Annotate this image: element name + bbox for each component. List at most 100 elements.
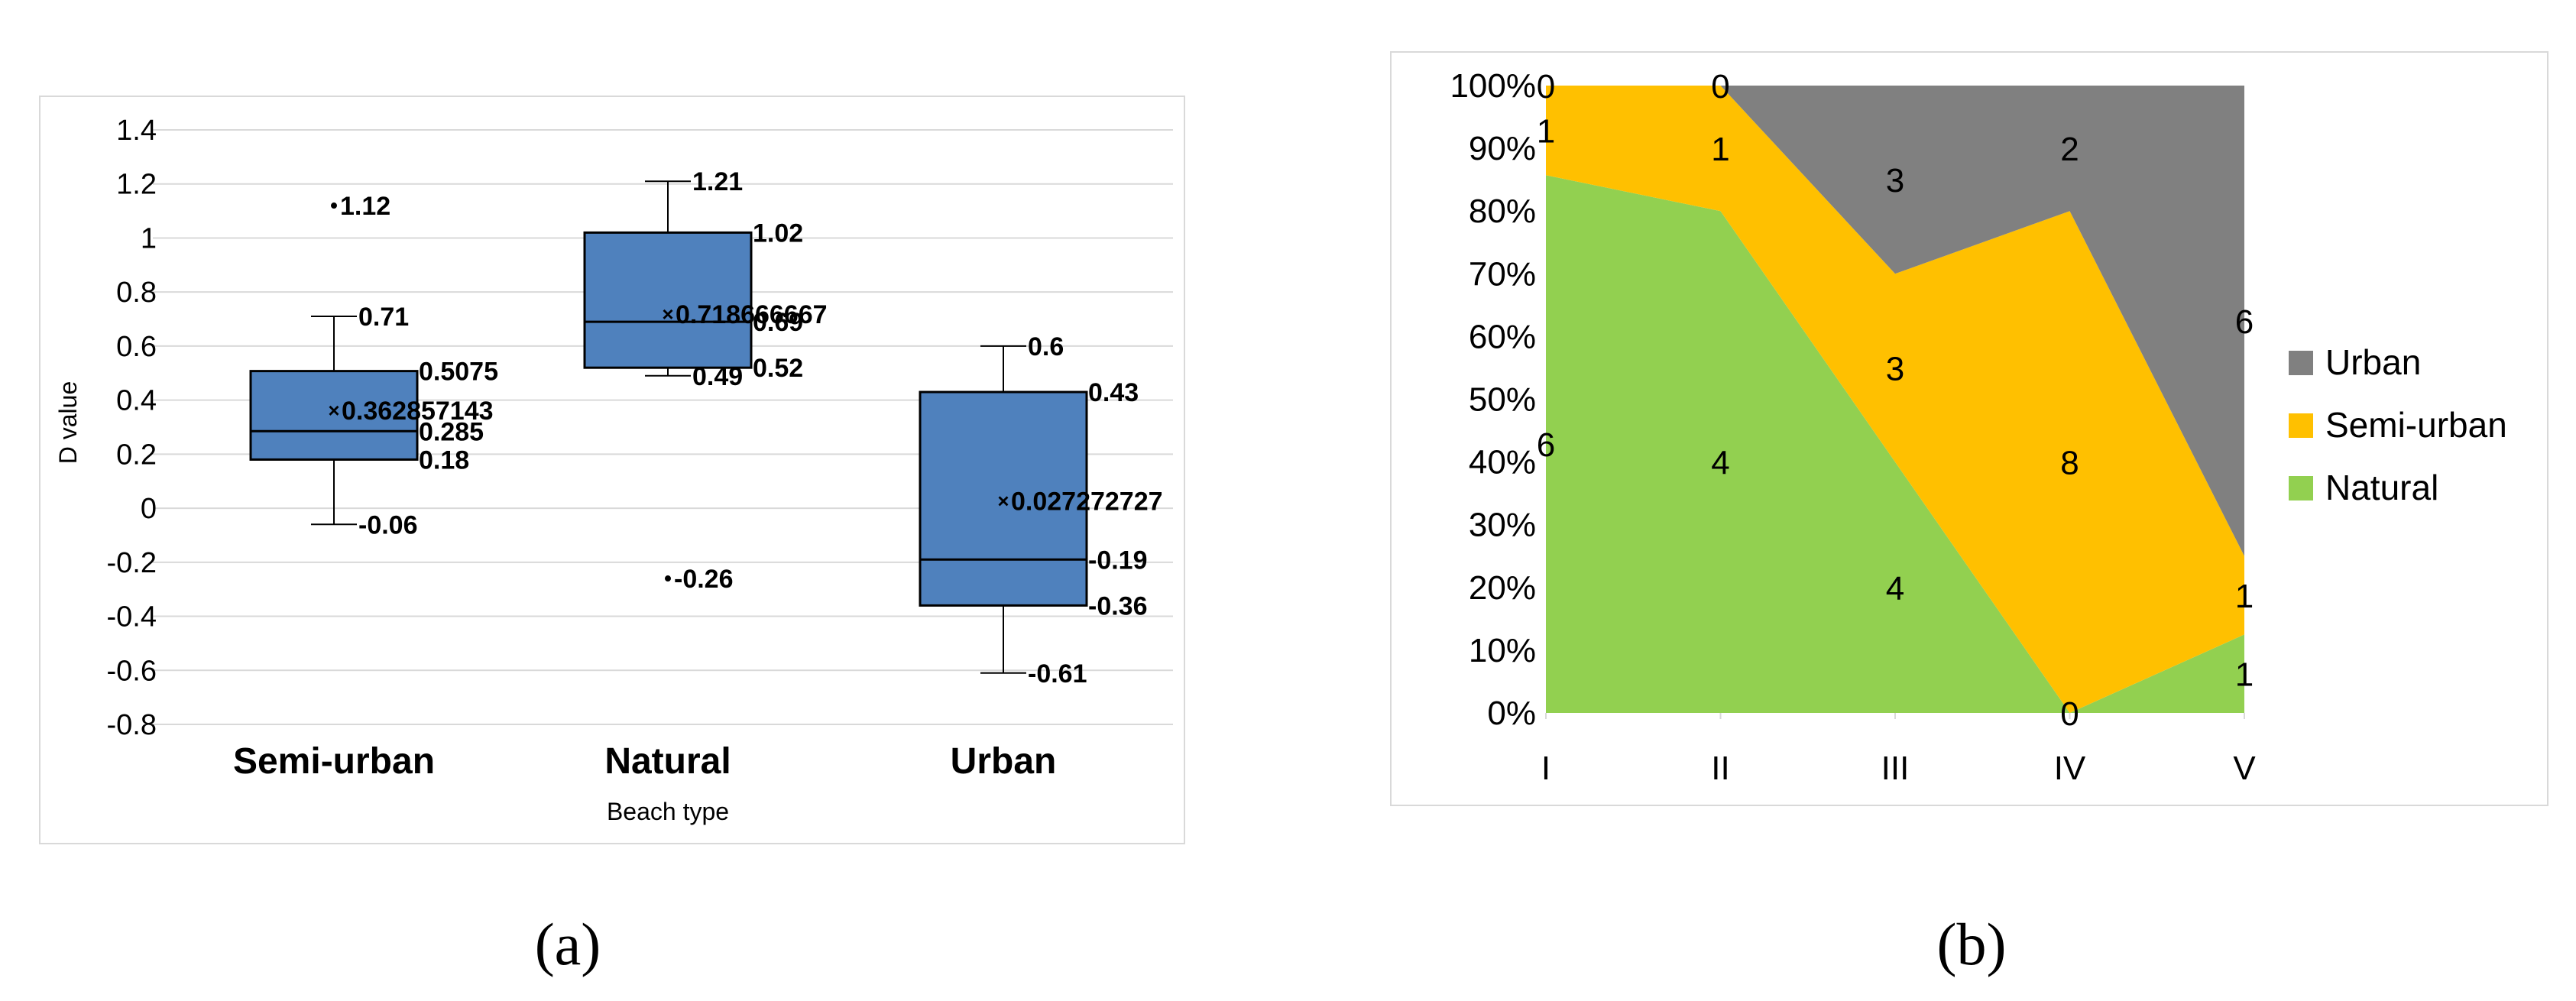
y-tick-label: 1.4 bbox=[116, 115, 157, 147]
y-tick-label: 0.8 bbox=[116, 277, 157, 309]
iqr-box bbox=[583, 231, 753, 369]
x-tick-label: Natural bbox=[604, 741, 731, 782]
y-tick-label: 80% bbox=[1469, 193, 1536, 230]
y-tick-label: 0% bbox=[1487, 695, 1536, 732]
y-tick-label: 0.4 bbox=[116, 385, 157, 417]
legend-item-urban: Urban bbox=[2289, 342, 2421, 382]
x-tick-label: Urban bbox=[951, 741, 1057, 782]
legend-item-natural: Natural bbox=[2289, 468, 2438, 507]
data-label-natural: 4 bbox=[1711, 445, 1729, 482]
y-tick-label: 10% bbox=[1469, 632, 1536, 669]
y-tick-label: -0.2 bbox=[107, 547, 157, 579]
data-label-natural: 1 bbox=[2235, 656, 2254, 694]
median-label: 0.285 bbox=[419, 417, 484, 446]
mean-label: 0.027272727 bbox=[1011, 487, 1163, 516]
panel-a-label: (a) bbox=[535, 911, 601, 977]
mean-label: 0.718666667 bbox=[676, 300, 828, 329]
q3-label: 0.5075 bbox=[419, 358, 498, 387]
outlier-label: 1.12 bbox=[340, 192, 390, 221]
y-tick-label: 30% bbox=[1469, 507, 1536, 544]
y-tick-label: 1 bbox=[141, 222, 157, 254]
q3-label: 1.02 bbox=[753, 219, 803, 248]
mean-marker: × bbox=[997, 489, 1009, 512]
q3-label: 0.43 bbox=[1088, 378, 1139, 407]
y-tick-label: -0.8 bbox=[107, 709, 157, 741]
whisker-low-label: 0.49 bbox=[692, 362, 743, 391]
box-plot-y-tick-labels: 1.4 1.2 1 0.8 0.6 0.4 0.2 0 -0.2 -0.4 -0.6 -0.8 bbox=[107, 115, 157, 741]
data-label-semi-urban: 1 bbox=[1711, 131, 1729, 168]
legend-item-semi-urban: Semi-urban bbox=[2289, 405, 2507, 445]
data-label-natural: 4 bbox=[1886, 570, 1904, 607]
area-chart-data-labels: 6 4 4 0 1 1 1 3 8 1 0 0 3 2 6 bbox=[1537, 68, 2254, 733]
box-plot-x-tick-labels: Semi-urban Natural Urban bbox=[233, 741, 1056, 782]
data-label-natural: 0 bbox=[2060, 695, 2079, 733]
area-urban bbox=[1546, 86, 2244, 556]
y-tick-label: 60% bbox=[1469, 318, 1536, 355]
data-label-urban: 0 bbox=[1537, 68, 1555, 105]
outlier-point bbox=[331, 202, 337, 209]
q1-label: -0.36 bbox=[1088, 591, 1148, 620]
data-label-urban: 3 bbox=[1886, 162, 1904, 199]
area-semi-urban bbox=[1546, 86, 2244, 713]
y-tick-label: 90% bbox=[1469, 130, 1536, 167]
legend-swatch bbox=[2289, 351, 2313, 375]
legend-label: Urban bbox=[2325, 342, 2421, 382]
panel-b-label: (b) bbox=[1937, 911, 2007, 977]
x-tick-label: I bbox=[1541, 750, 1550, 787]
outlier-label: -0.26 bbox=[674, 565, 734, 594]
data-label-urban: 0 bbox=[1711, 68, 1729, 105]
y-tick-label: 20% bbox=[1469, 569, 1536, 607]
y-tick-label: 50% bbox=[1469, 381, 1536, 419]
box-plot-x-axis-title: Beach type bbox=[607, 798, 729, 825]
whisker-low-label: -0.06 bbox=[358, 510, 418, 539]
data-label-natural: 6 bbox=[1537, 426, 1555, 464]
outlier-point bbox=[665, 575, 671, 582]
y-tick-label: 0 bbox=[141, 493, 157, 525]
box-plot-y-axis-title: D value bbox=[54, 381, 82, 465]
y-tick-label: 100% bbox=[1450, 67, 1536, 105]
panel-b: 100%90%80%70%60%50%40%30%20%10%0% I II III… bbox=[1390, 51, 2548, 977]
area-chart-areas bbox=[1546, 86, 2244, 714]
x-tick-label: IV bbox=[2054, 750, 2086, 787]
y-tick-label: 70% bbox=[1469, 255, 1536, 293]
box-urban: × 0.6 -0.61 0.43 -0.36 -0.19 0.027272727 bbox=[919, 332, 1163, 688]
median-label: -0.19 bbox=[1088, 546, 1148, 575]
legend-label: Semi-urban bbox=[2325, 405, 2507, 445]
area-chart-legend: Urban Semi-urban Natural bbox=[2289, 342, 2507, 507]
y-tick-label: 0.2 bbox=[116, 439, 157, 471]
iqr-box bbox=[249, 370, 419, 461]
y-tick-label: 40% bbox=[1469, 444, 1536, 481]
iqr-box bbox=[919, 390, 1088, 607]
y-tick-label: 1.2 bbox=[116, 169, 157, 201]
mean-label: 0.362857143 bbox=[342, 397, 494, 426]
legend-swatch bbox=[2289, 413, 2313, 438]
area-natural bbox=[1546, 175, 2244, 714]
data-label-urban: 2 bbox=[2060, 131, 2079, 168]
data-label-semi-urban: 3 bbox=[1886, 350, 1904, 387]
box-natural: × 1.21 0.49 1.02 0.52 0.690.718666667 -0.26 bbox=[583, 167, 828, 594]
legend-label: Natural bbox=[2325, 468, 2438, 507]
y-tick-label: -0.4 bbox=[107, 601, 157, 633]
y-tick-label: -0.6 bbox=[107, 655, 157, 687]
whisker-high-label: 0.6 bbox=[1028, 332, 1064, 361]
data-label-semi-urban: 1 bbox=[2235, 578, 2254, 615]
panel-a: 1.41.210.80.60.40.20-0.2-0.4-0.6-0.8 D v… bbox=[39, 96, 1185, 977]
median-label: 0.69 bbox=[753, 308, 803, 337]
area-chart-x-tick-labels: I II III IV V bbox=[1541, 713, 2256, 787]
x-tick-label: II bbox=[1711, 750, 1729, 787]
legend-swatch bbox=[2289, 476, 2313, 500]
x-tick-label: Semi-urban bbox=[233, 741, 435, 782]
y-tick-label: 0.6 bbox=[116, 331, 157, 363]
data-label-semi-urban: 8 bbox=[2060, 445, 2079, 482]
whisker-high-label: 1.21 bbox=[692, 167, 743, 196]
x-tick-label: III bbox=[1881, 750, 1910, 787]
mean-marker: × bbox=[662, 303, 673, 326]
q1-label: 0.18 bbox=[419, 445, 469, 475]
q1-label: 0.52 bbox=[753, 354, 803, 383]
mean-marker: × bbox=[328, 399, 339, 422]
area-chart-y-tick-labels: 100% 90% 80% 70% 60% 50% 40% 30% 20% 10% 0% bbox=[1450, 67, 1536, 732]
data-label-urban: 6 bbox=[2235, 303, 2254, 341]
